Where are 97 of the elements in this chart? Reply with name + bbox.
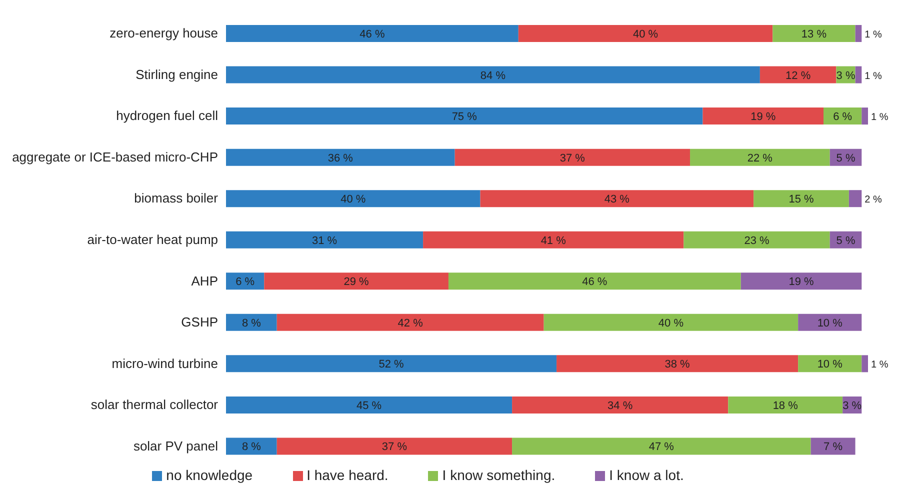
y-tick-label: solar thermal collector bbox=[90, 397, 219, 412]
legend-label: I have heard. bbox=[306, 467, 388, 483]
y-tick-label: zero-energy house bbox=[110, 26, 218, 41]
y-tick-label: aggregate or ICE-based micro-CHP bbox=[12, 149, 218, 164]
bar bbox=[512, 438, 811, 455]
bar bbox=[226, 190, 480, 208]
data-label: 42 % bbox=[398, 317, 424, 330]
data-label: 36 % bbox=[328, 152, 354, 164]
bar bbox=[862, 108, 868, 125]
bar bbox=[448, 272, 741, 290]
y-tick-label: air-to-water heat pump bbox=[87, 232, 218, 247]
legend-label: I know something. bbox=[442, 467, 556, 483]
data-label: 3 % bbox=[842, 400, 862, 412]
data-label: 22 % bbox=[747, 152, 773, 164]
data-label: 6 % bbox=[236, 276, 255, 288]
bar bbox=[226, 66, 760, 84]
data-label: 15 % bbox=[788, 194, 814, 206]
bar bbox=[512, 396, 728, 414]
data-label: 5 % bbox=[836, 152, 856, 164]
data-label: 46 % bbox=[582, 276, 608, 288]
data-label: 40 % bbox=[632, 28, 658, 40]
y-tick-label: hydrogen fuel cell bbox=[116, 108, 218, 124]
data-label: 1 % bbox=[864, 30, 882, 40]
data-label: 8 % bbox=[242, 441, 262, 454]
y-tick-label: biomass boiler bbox=[134, 190, 219, 206]
bar bbox=[423, 231, 684, 248]
bar bbox=[544, 314, 798, 331]
bar bbox=[226, 231, 424, 248]
data-label: 1 % bbox=[871, 360, 888, 371]
bar bbox=[226, 438, 277, 455]
data-label: 41 % bbox=[540, 234, 566, 247]
data-label: 84 % bbox=[480, 70, 506, 82]
data-label: 23 % bbox=[744, 234, 770, 247]
bar bbox=[226, 108, 703, 125]
data-label: 1 % bbox=[864, 70, 882, 82]
bar bbox=[226, 355, 557, 372]
data-label: 38 % bbox=[664, 358, 690, 371]
data-label: 45 % bbox=[356, 400, 382, 412]
data-label: 46 % bbox=[360, 28, 385, 40]
y-tick-label: GSHP bbox=[181, 314, 218, 330]
bar bbox=[855, 25, 862, 42]
bar bbox=[518, 25, 773, 42]
y-tick-label: micro-wind turbine bbox=[112, 356, 218, 371]
bar bbox=[690, 148, 830, 166]
bar bbox=[740, 272, 862, 290]
data-label: 37 % bbox=[382, 441, 408, 454]
bar bbox=[276, 438, 512, 455]
bar bbox=[226, 148, 455, 166]
bar bbox=[454, 148, 690, 166]
y-tick-label: Stirling engine bbox=[136, 66, 218, 82]
data-label: 47 % bbox=[648, 441, 674, 454]
bar bbox=[728, 396, 843, 414]
data-label: 29 % bbox=[344, 276, 370, 288]
legend-label: no knowledge bbox=[166, 467, 253, 483]
y-tick-label: solar PV panel bbox=[133, 438, 218, 454]
bar bbox=[556, 355, 798, 372]
bar bbox=[226, 396, 512, 414]
bar bbox=[754, 190, 849, 208]
data-label: 19 % bbox=[750, 111, 776, 124]
data-label: 43 % bbox=[604, 194, 630, 206]
bar bbox=[798, 314, 862, 331]
data-label: 1 % bbox=[871, 112, 888, 124]
bar bbox=[480, 190, 754, 208]
data-label: 18 % bbox=[772, 400, 798, 412]
data-label: 5 % bbox=[836, 234, 856, 247]
bar bbox=[226, 314, 277, 331]
data-label: 13 % bbox=[801, 28, 827, 40]
data-label: 7 % bbox=[824, 441, 843, 454]
bar bbox=[798, 355, 862, 372]
bar bbox=[862, 355, 868, 372]
data-label: 75 % bbox=[452, 111, 478, 124]
bar bbox=[702, 108, 824, 125]
bar bbox=[276, 314, 544, 331]
data-label: 10 % bbox=[817, 358, 843, 371]
data-label: 12 % bbox=[786, 70, 811, 82]
bar bbox=[810, 438, 856, 455]
bar bbox=[772, 25, 856, 42]
data-label: 2 % bbox=[864, 194, 882, 206]
y-tick-label: AHP bbox=[191, 273, 218, 288]
legend-label: I know a lot. bbox=[609, 467, 684, 483]
bar bbox=[760, 66, 836, 84]
data-label: 40 % bbox=[658, 317, 684, 330]
data-label: 3 % bbox=[836, 70, 856, 82]
data-label: 6 % bbox=[833, 111, 852, 124]
bar bbox=[264, 272, 448, 290]
bar bbox=[684, 231, 830, 248]
data-label: 10 % bbox=[817, 317, 843, 330]
bar bbox=[848, 190, 862, 208]
data-label: 40 % bbox=[340, 194, 366, 206]
data-label: 19 % bbox=[788, 276, 814, 288]
data-label: 31 % bbox=[312, 234, 338, 247]
data-label: 37 % bbox=[560, 152, 586, 164]
bar bbox=[855, 66, 862, 84]
data-label: 52 % bbox=[378, 358, 404, 371]
data-label: 8 % bbox=[242, 317, 262, 330]
data-label: 34 % bbox=[608, 400, 633, 412]
bar bbox=[226, 25, 518, 42]
